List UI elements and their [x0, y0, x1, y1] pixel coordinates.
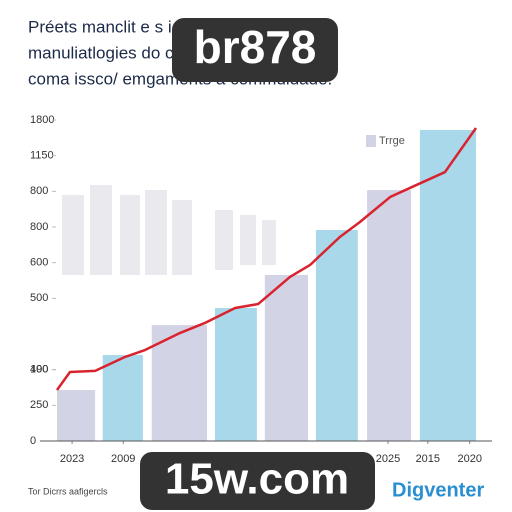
y-tick-label: 800: [30, 185, 48, 197]
x-tick-label: 2023: [60, 453, 84, 465]
bar: [214, 307, 257, 441]
watermark-box: [140, 452, 375, 510]
watermark: br878: [194, 21, 317, 73]
y-tick-label: 1800: [30, 114, 54, 126]
y-tick-label: 190: [30, 364, 48, 376]
x-tick-label: 2009: [111, 453, 135, 465]
watermark-box: [172, 18, 338, 82]
legend-swatch: [366, 135, 376, 147]
x-tick-label: 2025: [376, 453, 400, 465]
bar: [102, 355, 143, 441]
bar: [151, 325, 208, 441]
y-tick-label: 400: [30, 364, 48, 376]
bar: [315, 230, 358, 441]
bar: [57, 389, 96, 441]
footer-left: Tor Dicrrs aafigercls: [28, 486, 108, 496]
legend-label: Trrge: [379, 135, 405, 147]
x-tick-label: 2015: [416, 453, 440, 465]
y-tick-label: 600: [30, 257, 48, 269]
y-tick-label: 500: [30, 292, 48, 304]
y-tick-label: 800: [30, 221, 48, 233]
footer-right: Digventer: [392, 479, 484, 501]
bar: [367, 190, 412, 441]
y-tick-label: 1150: [30, 150, 54, 162]
y-tick-label: 250: [30, 399, 48, 411]
y-tick-label: 0: [30, 435, 36, 447]
bar: [264, 274, 308, 441]
watermark: 15w.com: [165, 455, 349, 504]
background-figures: [62, 185, 276, 275]
line: [55, 127, 478, 391]
x-tick-label: 2020: [457, 453, 481, 465]
bar: [419, 129, 476, 441]
